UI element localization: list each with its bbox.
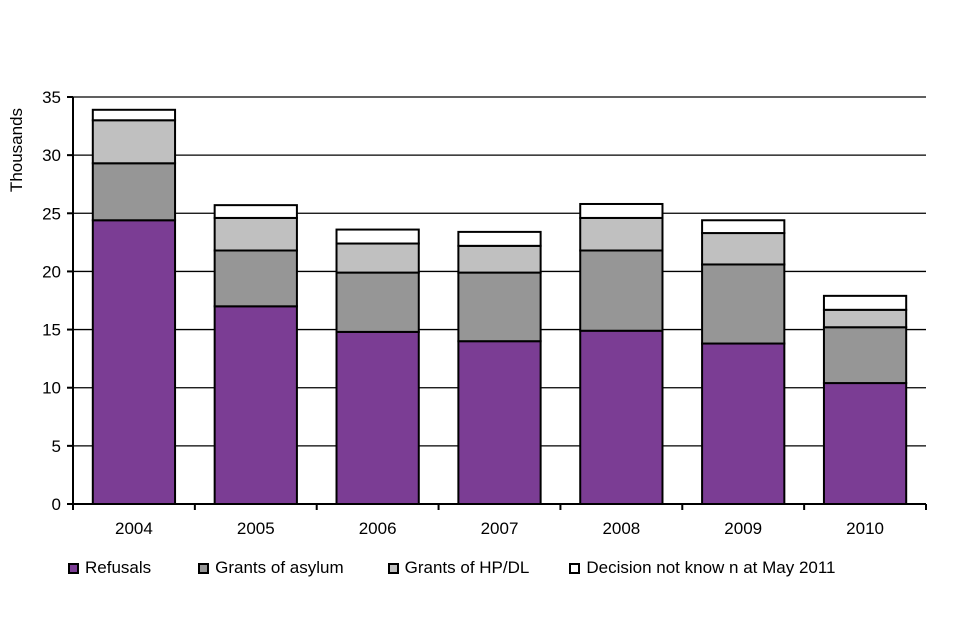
x-tick-label: 2004: [115, 519, 153, 538]
legend-swatch: [198, 562, 210, 574]
legend-item: Grants of HP/DL: [387, 558, 530, 578]
bar-segment-refusals: [822, 382, 908, 506]
legend-item: Decision not know n at May 2011: [569, 558, 836, 578]
y-tick-label: 10: [42, 379, 61, 398]
bar-segment-refusals: [701, 342, 786, 506]
bar-segment-refusals: [579, 329, 664, 505]
bar-segment-grants-of-hp-dl: [335, 242, 420, 274]
legend-label: Grants of HP/DL: [404, 558, 530, 577]
bar-segment-grants-of-asylum: [213, 249, 298, 308]
legend-label: Decision not know n at May 2011: [586, 558, 836, 577]
x-tick-label: 2006: [359, 519, 397, 538]
bar-segment-decision-not-know-n-at-may-2011: [822, 294, 908, 311]
y-tick-label: 0: [52, 495, 61, 514]
bar-segment-refusals: [91, 219, 177, 506]
bar-segment-grants-of-asylum: [91, 162, 177, 222]
bars: [91, 108, 908, 506]
bar-segment-decision-not-know-n-at-may-2011: [579, 202, 664, 219]
bar-segment-refusals: [335, 330, 420, 506]
bar-segment-grants-of-asylum: [579, 249, 664, 332]
bar-segment-refusals: [213, 305, 298, 506]
bar-segment-grants-of-asylum: [701, 263, 786, 345]
bar-segment-decision-not-know-n-at-may-2011: [457, 230, 542, 247]
bar-segment-decision-not-know-n-at-may-2011: [335, 228, 420, 245]
bar-segment-refusals: [457, 340, 542, 506]
y-tick-label: 35: [42, 88, 61, 107]
bar-segment-decision-not-know-n-at-may-2011: [213, 204, 298, 219]
bar-segment-grants-of-hp-dl: [701, 232, 786, 266]
bar-segment-grants-of-hp-dl: [579, 216, 664, 252]
legend: Refusals Grants of asylum Grants of HP/DL D…: [68, 556, 836, 580]
x-tick-label: 2005: [237, 519, 275, 538]
legend-item: Refusals: [68, 558, 151, 578]
y-ticks: 0 5 10 15 20 25 30 35: [42, 88, 73, 514]
bar-segment-grants-of-hp-dl: [822, 308, 908, 329]
x-tick-label: 2010: [846, 519, 884, 538]
y-tick-label: 25: [42, 204, 61, 223]
bar-segment-grants-of-hp-dl: [213, 216, 298, 252]
bar-segment-decision-not-know-n-at-may-2011: [701, 219, 786, 235]
legend-label: Grants of asylum: [215, 558, 344, 577]
legend-swatch: [569, 562, 581, 574]
y-tick-label: 5: [52, 437, 61, 456]
legend-item: Grants of asylum: [198, 558, 344, 578]
y-axis-title: Thousands: [7, 108, 26, 192]
x-tick-label: 2009: [724, 519, 762, 538]
x-ticks: 2004 2005 2006 2007 2008 2009 2010: [72, 504, 927, 538]
bar-segment-grants-of-hp-dl: [91, 119, 177, 165]
x-tick-label: 2007: [481, 519, 519, 538]
bar-segment-decision-not-know-n-at-may-2011: [91, 108, 177, 122]
legend-swatch: [68, 562, 79, 574]
y-tick-label: 20: [42, 262, 61, 281]
x-tick-label: 2008: [602, 519, 640, 538]
bar-segment-grants-of-asylum: [457, 271, 542, 343]
axes: [72, 97, 926, 505]
bar-segment-grants-of-asylum: [335, 271, 420, 333]
legend-swatch: [387, 562, 399, 574]
y-tick-label: 30: [42, 146, 61, 165]
legend-label: Refusals: [85, 558, 152, 577]
bar-segment-grants-of-asylum: [822, 326, 908, 385]
y-tick-label: 15: [42, 321, 61, 340]
bar-segment-grants-of-hp-dl: [457, 244, 542, 274]
